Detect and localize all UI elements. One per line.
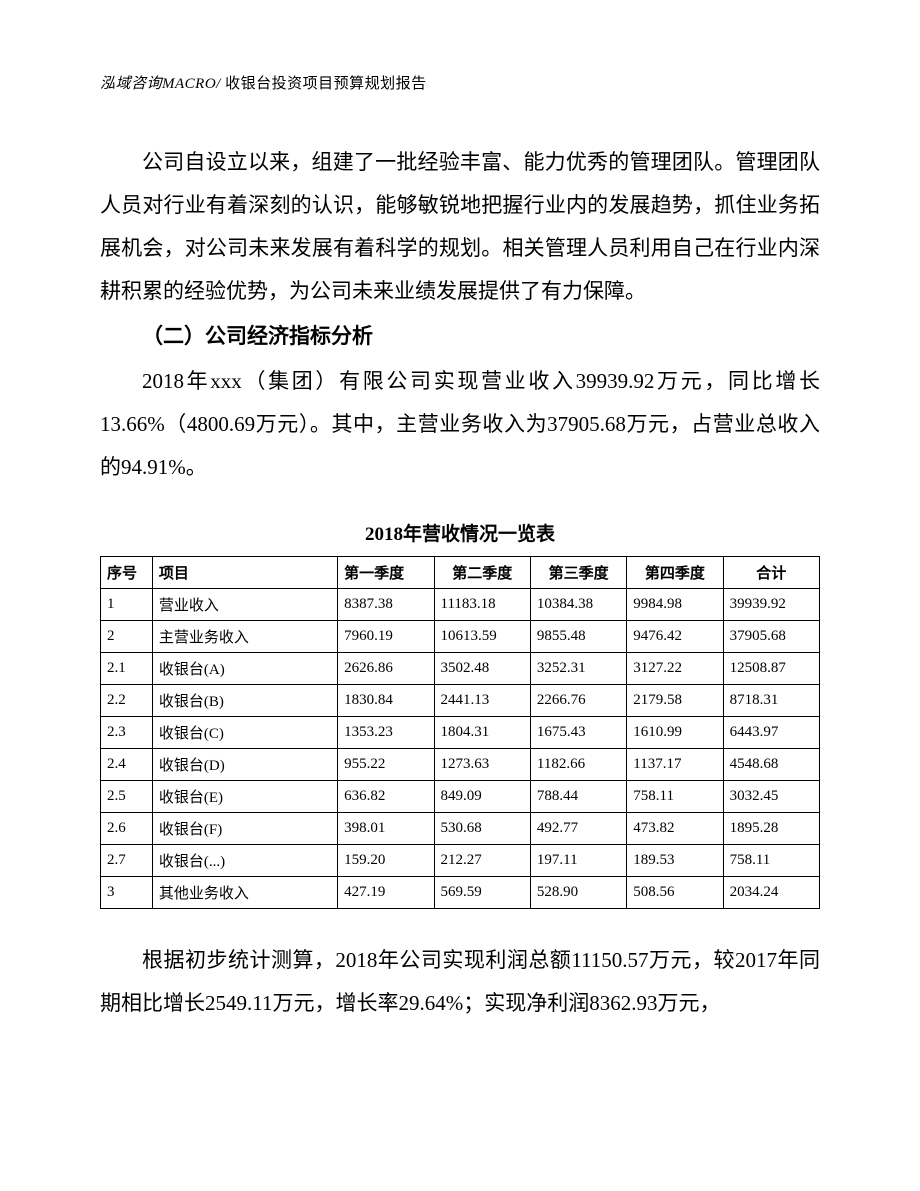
table-cell: 197.11: [530, 845, 626, 877]
table-cell: 9855.48: [530, 621, 626, 653]
page-container: 泓域咨询MACRO/ 收银台投资项目预算规划报告 公司自设立以来，组建了一批经验…: [0, 0, 920, 1085]
table-cell: 1804.31: [434, 717, 530, 749]
table-cell: 收银台(...): [152, 845, 337, 877]
table-cell: 2.3: [101, 717, 153, 749]
table-cell: 473.82: [627, 813, 723, 845]
table-cell: 1137.17: [627, 749, 723, 781]
table-cell: 2.2: [101, 685, 153, 717]
table-cell: 1895.28: [723, 813, 819, 845]
table-cell: 1273.63: [434, 749, 530, 781]
table-cell: 159.20: [338, 845, 434, 877]
table-cell: 1830.84: [338, 685, 434, 717]
table-row: 2 主营业务收入 7960.19 10613.59 9855.48 9476.4…: [101, 621, 820, 653]
revenue-table: 序号 项目 第一季度 第二季度 第三季度 第四季度 合计 1 营业收入 8387…: [100, 556, 820, 909]
table-cell: 508.56: [627, 877, 723, 909]
table-row: 2.1 收银台(A) 2626.86 3502.48 3252.31 3127.…: [101, 653, 820, 685]
paragraph-1: 公司自设立以来，组建了一批经验丰富、能力优秀的管理团队。管理团队人员对行业有着深…: [100, 141, 820, 313]
table-col-header: 第一季度: [338, 557, 434, 589]
table-row: 2.6 收银台(F) 398.01 530.68 492.77 473.82 1…: [101, 813, 820, 845]
table-cell: 3: [101, 877, 153, 909]
table-cell: 1610.99: [627, 717, 723, 749]
table-cell: 11183.18: [434, 589, 530, 621]
table-cell: 12508.87: [723, 653, 819, 685]
table-col-header: 第四季度: [627, 557, 723, 589]
table-cell: 2179.58: [627, 685, 723, 717]
table-col-header: 序号: [101, 557, 153, 589]
table-cell: 3252.31: [530, 653, 626, 685]
table-cell: 9476.42: [627, 621, 723, 653]
table-cell: 主营业务收入: [152, 621, 337, 653]
table-cell: 营业收入: [152, 589, 337, 621]
table-row: 2.7 收银台(...) 159.20 212.27 197.11 189.53…: [101, 845, 820, 877]
table-col-header: 合计: [723, 557, 819, 589]
table-cell: 2.7: [101, 845, 153, 877]
table-row: 2.4 收银台(D) 955.22 1273.63 1182.66 1137.1…: [101, 749, 820, 781]
table-cell: 2.6: [101, 813, 153, 845]
table-cell: 758.11: [627, 781, 723, 813]
table-row: 2.2 收银台(B) 1830.84 2441.13 2266.76 2179.…: [101, 685, 820, 717]
table-col-header: 项目: [152, 557, 337, 589]
table-cell: 758.11: [723, 845, 819, 877]
table-cell: 8718.31: [723, 685, 819, 717]
table-cell: 收银台(C): [152, 717, 337, 749]
section-heading: （二）公司经济指标分析: [100, 315, 820, 358]
table-cell: 636.82: [338, 781, 434, 813]
table-cell: 2626.86: [338, 653, 434, 685]
table-cell: 10613.59: [434, 621, 530, 653]
table-cell: 2.1: [101, 653, 153, 685]
table-cell: 2.5: [101, 781, 153, 813]
table-cell: 39939.92: [723, 589, 819, 621]
table-row: 2.3 收银台(C) 1353.23 1804.31 1675.43 1610.…: [101, 717, 820, 749]
header-company: 泓域咨询MACRO/: [100, 76, 221, 92]
header-title: 收银台投资项目预算规划报告: [225, 76, 427, 92]
table-cell: 收银台(B): [152, 685, 337, 717]
table-body: 1 营业收入 8387.38 11183.18 10384.38 9984.98…: [101, 589, 820, 909]
table-cell: 492.77: [530, 813, 626, 845]
table-cell: 10384.38: [530, 589, 626, 621]
table-cell: 2.4: [101, 749, 153, 781]
table-cell: 其他业务收入: [152, 877, 337, 909]
table-cell: 37905.68: [723, 621, 819, 653]
table-cell: 1182.66: [530, 749, 626, 781]
table-cell: 2034.24: [723, 877, 819, 909]
table-cell: 收银台(F): [152, 813, 337, 845]
table-row: 3 其他业务收入 427.19 569.59 528.90 508.56 203…: [101, 877, 820, 909]
table-cell: 788.44: [530, 781, 626, 813]
table-cell: 2: [101, 621, 153, 653]
table-cell: 398.01: [338, 813, 434, 845]
table-cell: 3127.22: [627, 653, 723, 685]
table-cell: 955.22: [338, 749, 434, 781]
table-cell: 6443.97: [723, 717, 819, 749]
table-cell: 528.90: [530, 877, 626, 909]
table-cell: 收银台(E): [152, 781, 337, 813]
table-cell: 3032.45: [723, 781, 819, 813]
table-cell: 9984.98: [627, 589, 723, 621]
table-cell: 189.53: [627, 845, 723, 877]
table-row: 2.5 收银台(E) 636.82 849.09 788.44 758.11 3…: [101, 781, 820, 813]
paragraph-3: 根据初步统计测算，2018年公司实现利润总额11150.57万元，较2017年同…: [100, 939, 820, 1025]
table-cell: 收银台(D): [152, 749, 337, 781]
table-cell: 8387.38: [338, 589, 434, 621]
table-col-header: 第三季度: [530, 557, 626, 589]
table-cell: 7960.19: [338, 621, 434, 653]
table-row: 1 营业收入 8387.38 11183.18 10384.38 9984.98…: [101, 589, 820, 621]
table-cell: 4548.68: [723, 749, 819, 781]
table-cell: 2441.13: [434, 685, 530, 717]
table-cell: 1353.23: [338, 717, 434, 749]
table-cell: 849.09: [434, 781, 530, 813]
table-cell: 1: [101, 589, 153, 621]
table-cell: 1675.43: [530, 717, 626, 749]
page-header: 泓域咨询MACRO/ 收银台投资项目预算规划报告: [100, 72, 820, 93]
table-header-row: 序号 项目 第一季度 第二季度 第三季度 第四季度 合计: [101, 557, 820, 589]
paragraph-2: 2018年xxx（集团）有限公司实现营业收入39939.92万元，同比增长13.…: [100, 360, 820, 489]
table-cell: 530.68: [434, 813, 530, 845]
table-cell: 427.19: [338, 877, 434, 909]
table-cell: 212.27: [434, 845, 530, 877]
table-cell: 569.59: [434, 877, 530, 909]
table-cell: 收银台(A): [152, 653, 337, 685]
table-cell: 3502.48: [434, 653, 530, 685]
table-title: 2018年营收情况一览表: [100, 519, 820, 546]
table-cell: 2266.76: [530, 685, 626, 717]
table-col-header: 第二季度: [434, 557, 530, 589]
